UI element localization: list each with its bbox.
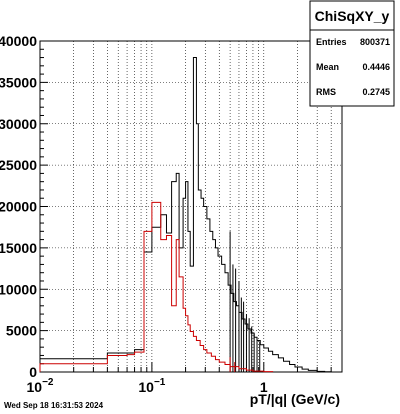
stats-rms-value: 0.2745 bbox=[362, 87, 390, 97]
x-tick-label: 1 bbox=[260, 379, 268, 395]
y-tick-label: 15000 bbox=[0, 240, 37, 256]
histogram-line-1 bbox=[39, 201, 274, 373]
y-tick-label: 30000 bbox=[0, 116, 37, 132]
grid-lines bbox=[40, 41, 343, 372]
stats-entries-label: Entries bbox=[316, 37, 347, 47]
y-tick-label: 25000 bbox=[0, 157, 37, 173]
y-tick-label: 0 bbox=[29, 364, 37, 380]
footer-timestamp: Wed Sep 18 16:31:53 2024 bbox=[4, 401, 104, 410]
x-tick-label: 10−1 bbox=[138, 377, 165, 395]
y-axis: 0 5000 10000 15000 20000 25000 30000 35000 40000 bbox=[0, 33, 48, 380]
x-axis: 10−2 10−1 1 bbox=[27, 362, 343, 395]
histogram-series bbox=[39, 57, 332, 373]
y-tick-label: 5000 bbox=[6, 323, 37, 339]
histogram-line-0 bbox=[39, 57, 332, 373]
stats-mean-value: 0.4446 bbox=[362, 62, 390, 72]
stats-rms-label: RMS bbox=[316, 87, 336, 97]
stats-entries-value: 800371 bbox=[360, 37, 390, 47]
stats-box: ChiSqXY_y Entries 800371 Mean 0.4446 RMS… bbox=[309, 0, 395, 107]
x-axis-title: pT/|q| (GeV/c) bbox=[250, 391, 340, 407]
x-tick-label: 10−2 bbox=[27, 377, 54, 395]
y-tick-label: 20000 bbox=[0, 199, 37, 215]
stats-mean-label: Mean bbox=[316, 62, 339, 72]
stats-title: ChiSqXY_y bbox=[315, 8, 390, 24]
y-tick-label: 40000 bbox=[0, 33, 37, 49]
y-tick-label: 35000 bbox=[0, 74, 37, 90]
y-tick-label: 10000 bbox=[0, 281, 37, 297]
